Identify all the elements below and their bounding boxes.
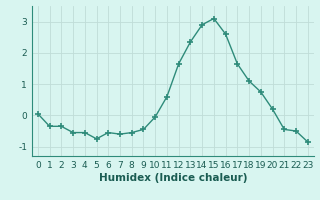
- X-axis label: Humidex (Indice chaleur): Humidex (Indice chaleur): [99, 173, 247, 183]
